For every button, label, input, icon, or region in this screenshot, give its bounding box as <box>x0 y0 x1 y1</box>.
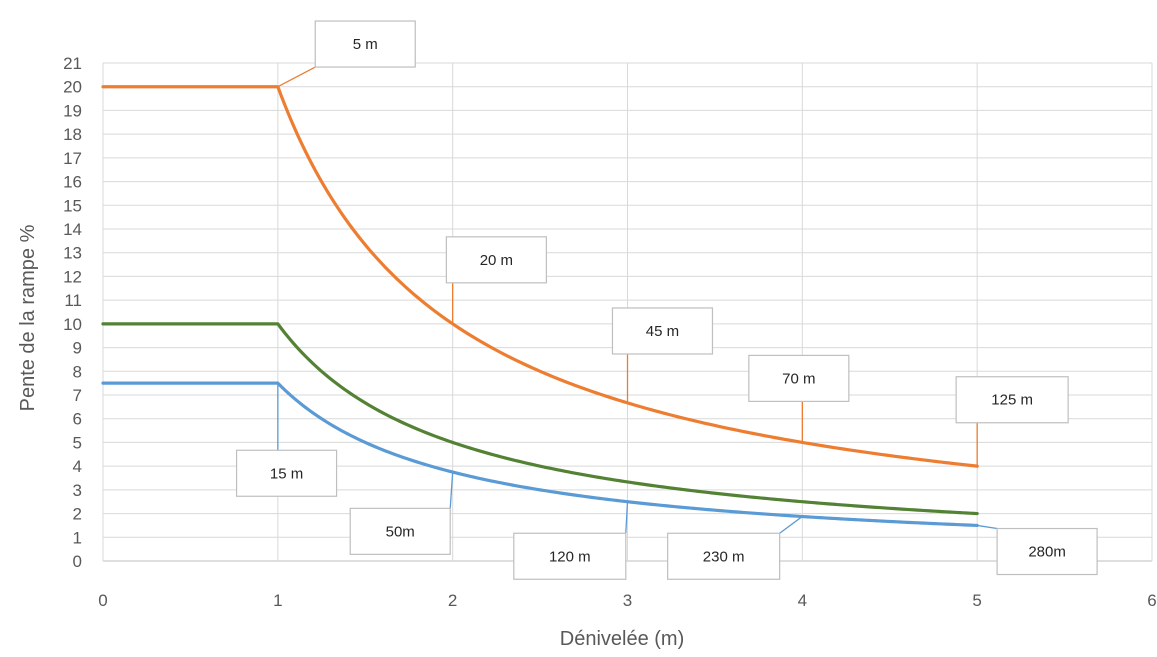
x-tick-label: 3 <box>623 591 632 610</box>
callout-9: 280m <box>977 524 1098 576</box>
y-axis-title: Pente de la rampe % <box>17 224 39 411</box>
series-lines <box>101 85 979 528</box>
callout-label: 15 m <box>270 465 303 482</box>
y-tick-label: 8 <box>73 362 82 381</box>
callout-6: 50m <box>349 472 454 555</box>
y-tick-label: 18 <box>63 125 82 144</box>
y-tick-label: 10 <box>63 315 82 334</box>
callout-leader <box>779 515 803 534</box>
callout-box <box>235 449 338 497</box>
y-tick-label: 2 <box>73 505 82 524</box>
callout-box <box>667 532 781 580</box>
y-tick-label: 1 <box>73 528 82 547</box>
callout-label: 70 m <box>782 370 815 387</box>
callout-label: 20 m <box>480 252 513 269</box>
callout-box <box>445 236 547 284</box>
y-tick-label: 16 <box>63 173 82 192</box>
callout-label: 230 m <box>703 548 745 565</box>
callout-3: 70 m <box>748 354 850 443</box>
callout-2: 45 m <box>611 307 714 403</box>
callout-label: 45 m <box>646 323 679 340</box>
y-tick-label: 5 <box>73 433 82 452</box>
y-tick-label: 15 <box>63 196 82 215</box>
callout-label: 50m <box>386 523 415 540</box>
callout-8: 230 m <box>667 515 803 580</box>
x-tick-label: 2 <box>448 591 457 610</box>
x-tick-label: 1 <box>273 591 282 610</box>
x-tick-labels: 0 1 2 3 4 5 6 <box>98 591 1156 610</box>
y-tick-label: 12 <box>63 267 82 286</box>
callout-box <box>314 20 416 68</box>
y-tick-label: 21 <box>63 54 82 73</box>
y-tick-label: 17 <box>63 149 82 168</box>
callout-leader <box>625 501 629 534</box>
callout-box <box>349 507 451 555</box>
callout-label: 280m <box>1028 544 1066 561</box>
callout-label: 125 m <box>991 392 1033 409</box>
callout-box <box>611 307 714 355</box>
y-tick-label: 9 <box>73 339 82 358</box>
callout-7: 120 m <box>513 501 629 580</box>
y-tick-label: 3 <box>73 481 82 500</box>
callout-label: 120 m <box>549 548 591 565</box>
callout-4: 125 m <box>955 376 1069 467</box>
y-tick-label: 20 <box>63 78 82 97</box>
callout-5: 15 m <box>235 383 338 497</box>
x-tick-label: 6 <box>1147 591 1156 610</box>
series-line-0 <box>101 85 979 468</box>
callout-0: 5 m <box>277 20 416 88</box>
x-tick-label: 5 <box>972 591 981 610</box>
callout-leader <box>977 524 998 530</box>
y-tick-label: 19 <box>63 101 82 120</box>
x-tick-label: 0 <box>98 591 107 610</box>
callout-box <box>955 376 1069 424</box>
callout-leader <box>277 66 316 88</box>
callout-box <box>996 527 1098 576</box>
x-axis-title: Dénivelée (m) <box>560 628 684 650</box>
callout-box <box>748 354 850 402</box>
callouts: 5 m 20 m 45 m 70 m 125 m 15 m 50m 120 m 230 m 280… <box>235 20 1098 580</box>
y-tick-label: 11 <box>64 291 82 310</box>
y-tick-label: 4 <box>73 457 82 476</box>
y-tick-label: 13 <box>63 244 82 263</box>
series-line-1 <box>101 322 979 516</box>
callout-box <box>513 532 627 580</box>
y-tick-label: 0 <box>73 552 82 571</box>
y-tick-label: 14 <box>63 220 82 239</box>
x-tick-label: 4 <box>798 591 807 610</box>
callout-leader <box>449 472 454 509</box>
series-line-2 <box>101 381 979 528</box>
callout-1: 20 m <box>445 236 547 324</box>
callout-label: 5 m <box>353 36 378 53</box>
y-tick-label: 6 <box>73 410 82 429</box>
y-tick-label: 7 <box>73 386 82 405</box>
